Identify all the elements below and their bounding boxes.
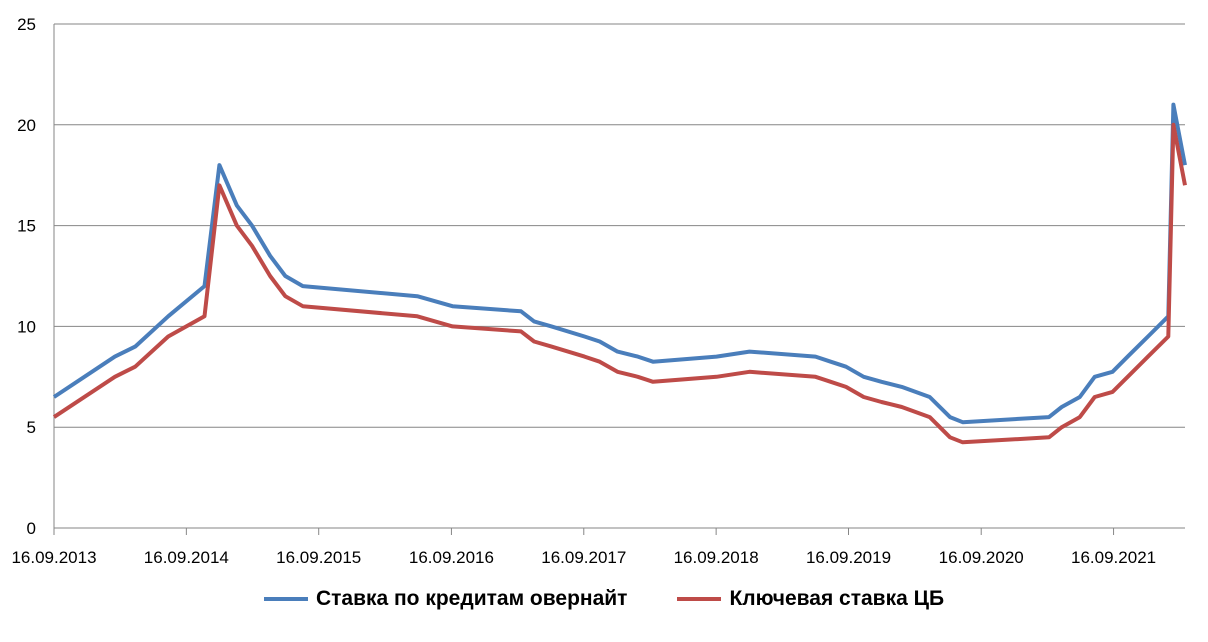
legend-swatch-overnight: [263, 597, 308, 601]
legend: Ставка по кредитам овернайт Ключевая ста…: [0, 587, 1208, 611]
gridlines: [54, 23, 1185, 428]
y-tick-label: 5: [27, 418, 36, 437]
y-tick-label: 10: [17, 317, 36, 336]
series-lines: [52, 102, 1187, 445]
x-tick-label: 16.09.2017: [541, 548, 626, 567]
y-tick-label: 15: [17, 217, 36, 236]
legend-label-key-rate: Ключевая ставка ЦБ: [729, 587, 945, 610]
legend-item-overnight: Ставка по кредитам овернайт: [263, 587, 628, 611]
x-tick-label: 16.09.2018: [674, 548, 759, 567]
legend-item-key-rate: Ключевая ставка ЦБ: [677, 587, 944, 611]
y-tick-label: 0: [27, 519, 36, 538]
y-tick-label: 25: [17, 15, 36, 34]
y-tick-label: 20: [17, 116, 36, 135]
legend-swatch-key-rate: [677, 597, 722, 601]
tick-labels: 0 5 10 15 20 25 16.09.2013 16.09.2014 16.09.2015…: [11, 15, 1156, 567]
x-tick-label: 16.09.2020: [939, 548, 1024, 567]
legend-label-overnight: Ставка по кредитам овернайт: [315, 587, 628, 610]
axes: [53, 24, 1185, 535]
x-tick-label: 16.09.2015: [276, 548, 361, 567]
series-line-key-rate: [52, 122, 1187, 445]
x-tick-label: 16.09.2021: [1071, 548, 1156, 567]
series-line-overnight: [52, 102, 1187, 425]
x-tick-label: 16.09.2014: [144, 548, 229, 567]
x-tick-label: 16.09.2016: [409, 548, 494, 567]
x-tick-label: 16.09.2013: [11, 548, 96, 567]
x-tick-label: 16.09.2019: [806, 548, 891, 567]
